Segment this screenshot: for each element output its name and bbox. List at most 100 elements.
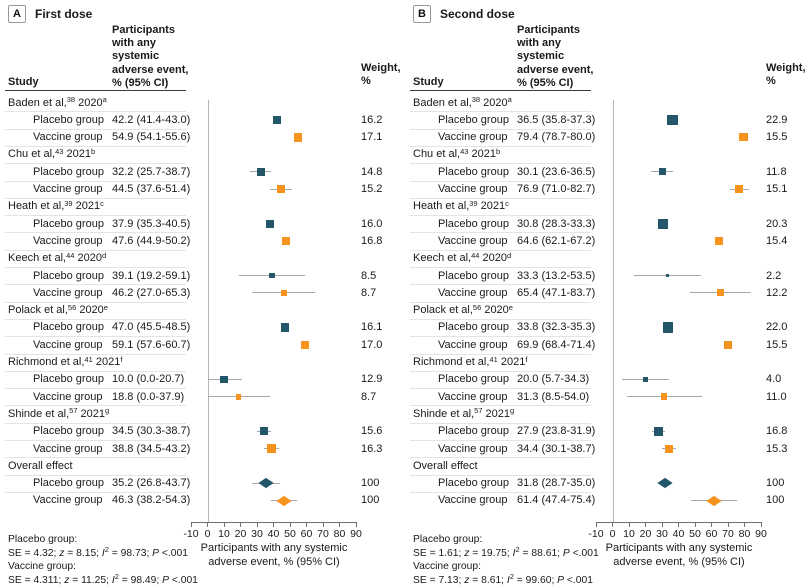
group-label: Vaccine group [438,234,508,247]
axis-tick-label: 10 [623,528,635,540]
estimate-text: 18.8 (0.0-37.9) [112,390,185,403]
estimate-text: 42.2 (41.4-43.0) [112,113,191,126]
row-separator [410,440,591,441]
axis-tick-label: 90 [755,528,767,540]
estimate-marker [267,444,276,453]
estimate-text: 34.5 (30.3-38.7) [112,425,191,438]
axis-tick-label: 50 [689,528,701,540]
weight-value: 16.8 [361,234,383,247]
column-header-weight: Weight, % [361,62,401,88]
row-separator [410,318,591,320]
estimate-marker [269,272,275,279]
group-label: Vaccine group [33,390,103,403]
panel-b-second-dose: B Second dose Study Participants with an… [405,0,810,587]
study-name: Chu et al,43 2021b [413,146,501,161]
row-separator [5,388,186,390]
footer-group-label: Placebo group: [8,534,78,545]
axis-tick-label: -10 [183,528,199,540]
study-name: Heath et al,39 2021c [413,198,509,213]
axis-tick-label: 70 [722,528,734,540]
row-separator [410,180,591,182]
estimate-text: 27.9 (23.8-31.9) [517,425,596,438]
footer-stats: SE = 7.13; z = 8.61; I2 = 99.60; P <.001 [413,572,593,586]
group-label: Vaccine group [438,442,508,455]
axis-tick [256,522,258,527]
estimate-marker [280,290,287,296]
axis-tick [190,522,192,527]
estimate-text: 33.8 (32.3-35.3) [517,321,596,334]
row-separator [410,111,591,113]
row-separator [410,215,591,217]
group-label: Vaccine group [33,338,103,351]
weight-value: 15.2 [361,183,383,195]
weight-value: 12.2 [766,286,788,299]
study-name: Polack et al,56 2020e [413,302,513,317]
row-separator [5,318,186,320]
column-header-value: Participants with any systemic adverse e… [112,24,189,89]
axis-tick-label: 80 [333,528,346,540]
row-separator [410,388,591,390]
row-separator [5,353,186,355]
estimate-marker [643,377,648,382]
estimate-text: 46.2 (27.0-65.3) [112,286,191,299]
estimate-text: 34.4 (30.1-38.7) [517,442,596,455]
study-name: Overall effect [413,459,478,472]
estimate-marker [276,185,285,194]
panel-letter-badge: B [413,5,431,23]
axis-tick-label: 50 [284,528,296,540]
panel-tag: B Second dose [413,5,515,23]
axis-tick-label: 40 [267,528,280,540]
overall-diamond [657,478,673,489]
weight-value: 16.2 [361,113,383,126]
estimate-text: 20.0 (5.7-34.3) [517,373,590,386]
weight-value: 16.1 [361,321,383,334]
axis-tick [339,522,340,527]
estimate-text: 64.6 (62.1-67.2) [517,234,596,247]
estimate-marker [300,340,310,350]
weight-value: 100 [766,477,785,490]
row-separator [5,440,186,441]
group-label: Placebo group [438,269,509,282]
study-name: Keech et al,44 2020d [413,250,512,265]
axis-tick [595,522,597,527]
study-name: Shinde et al,57 2021g [413,406,515,420]
estimate-marker [281,236,291,246]
row-separator [410,145,591,147]
estimate-marker [739,133,748,142]
row-separator [5,180,186,182]
group-label: Vaccine group [33,286,103,299]
weight-value: 15.6 [361,425,383,438]
estimate-marker [735,185,744,194]
weight-value: 17.0 [361,338,383,351]
group-label: Placebo group [33,321,104,334]
estimate-marker [660,393,668,400]
zero-line [207,100,209,522]
heterogeneity-stats: Placebo group: SE = 4.32; z = 8.15; I2 = … [8,533,198,587]
estimate-text: 37.9 (35.3-40.5) [112,217,191,230]
weight-value: 8.7 [361,286,377,299]
study-name: Overall effect [8,459,73,472]
footer-group-label: Placebo group: [413,534,483,545]
estimate-marker [665,273,670,278]
row-separator [5,232,186,234]
estimate-text: 30.8 (28.3-33.3) [517,217,596,230]
weight-value: 4.0 [766,373,782,386]
weight-value: 14.8 [361,165,383,178]
axis-tick-label: 30 [656,528,668,540]
panel-title: Second dose [440,7,515,21]
overall-diamond [257,478,274,489]
row-separator [410,232,591,234]
axis-tick-label: 40 [672,528,685,540]
header-rule [410,90,591,91]
row-separator [5,284,186,286]
row-separator [5,267,186,268]
footer-stats: SE = 4.32; z = 8.15; I2 = 98.73; P <.001 [8,545,188,559]
group-label: Vaccine group [438,338,508,351]
axis-tick [727,522,729,527]
group-label: Vaccine group [438,390,508,403]
group-label: Vaccine group [438,286,508,299]
axis-tick-label: 30 [251,528,263,540]
axis-tick [355,522,357,527]
weight-value: 100 [766,494,785,507]
